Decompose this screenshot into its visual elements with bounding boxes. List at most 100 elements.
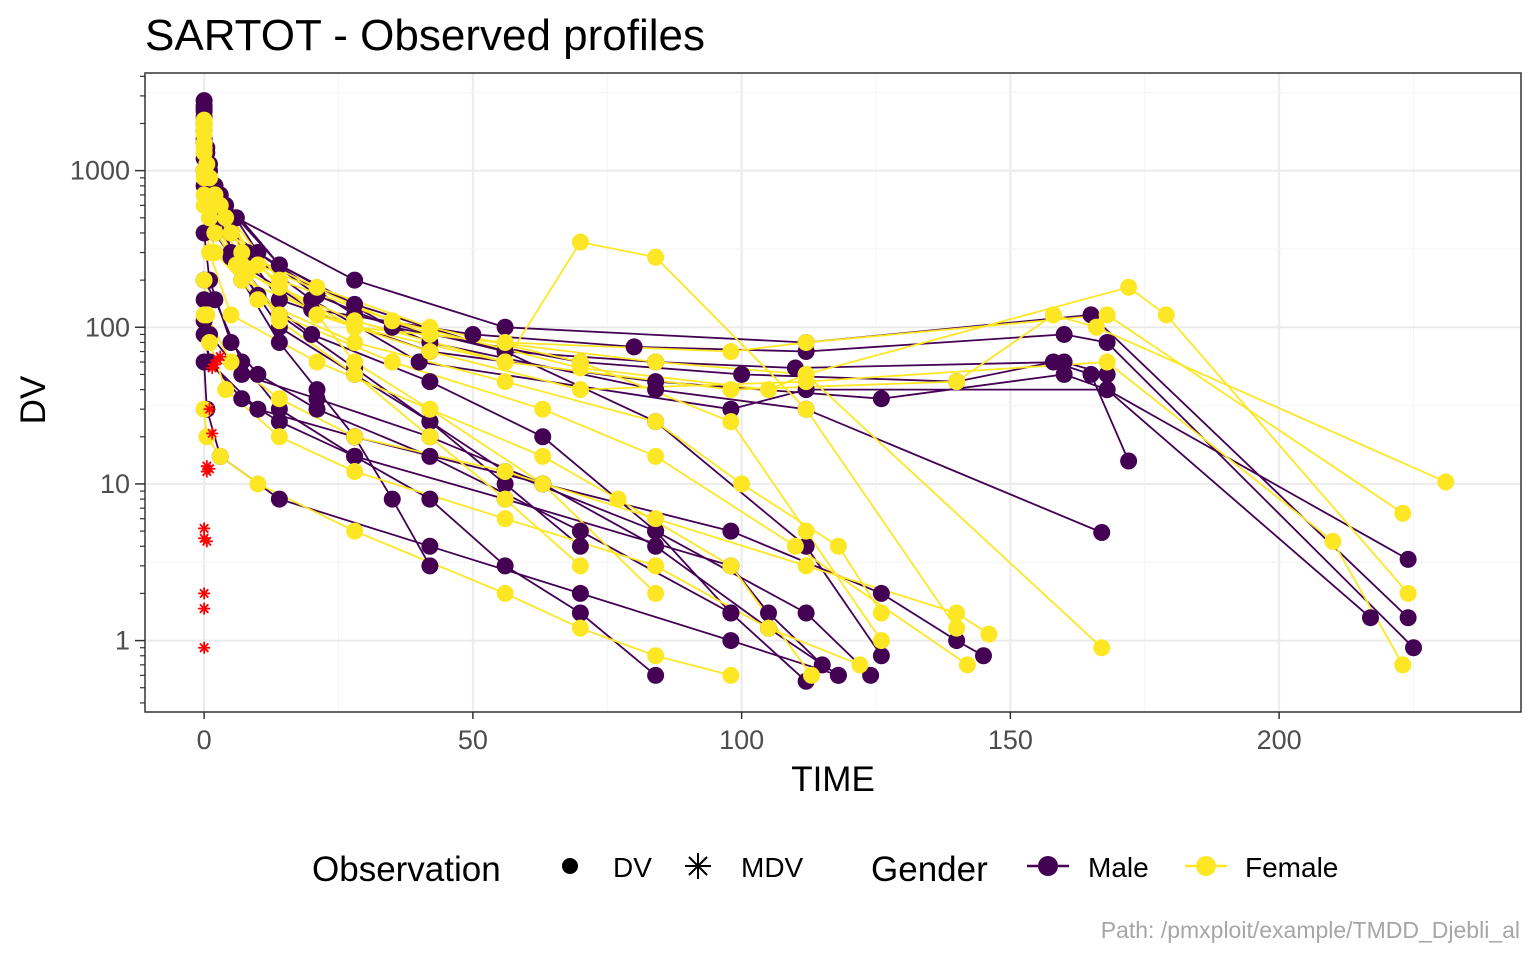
dv-point (308, 306, 326, 324)
dv-point (1098, 365, 1116, 383)
dv-point (948, 619, 966, 637)
dv-point (647, 557, 665, 575)
dv-point (308, 278, 326, 296)
dv-point (534, 475, 552, 493)
x-tick-label: 50 (458, 725, 488, 755)
dv-point (1157, 306, 1175, 324)
dv-point (1437, 473, 1455, 491)
dv-point (421, 428, 439, 446)
dv-point (421, 490, 439, 508)
dv-point (195, 306, 213, 324)
dv-point (647, 510, 665, 528)
dv-point (647, 447, 665, 465)
dv-point (206, 224, 224, 242)
dv-point (571, 619, 589, 637)
dv-point (760, 381, 777, 399)
legend-key-male (1027, 856, 1069, 876)
dv-point (270, 271, 288, 289)
dv-point (346, 318, 364, 336)
dv-point (249, 400, 267, 418)
dv-point (201, 333, 218, 351)
dv-point (496, 333, 514, 351)
dv-point (760, 604, 777, 622)
dv-point (227, 256, 245, 274)
dv-point (571, 557, 589, 575)
mdv-point (198, 522, 211, 535)
dv-point (571, 584, 589, 602)
dv-point (872, 604, 890, 622)
dv-point (496, 373, 514, 391)
mdv-point (198, 641, 211, 654)
dv-point (270, 256, 288, 274)
dv-point (1324, 532, 1342, 550)
dv-point (1093, 639, 1111, 657)
dv-point (733, 475, 751, 493)
dv-point (496, 584, 514, 602)
dv-point (1362, 609, 1379, 627)
dv-point (1399, 584, 1417, 602)
dv-point (195, 162, 213, 180)
dv-point (722, 522, 740, 540)
grid (145, 73, 1521, 712)
dv-point (195, 92, 213, 110)
dv-point (222, 353, 240, 371)
dv-point (1098, 353, 1116, 371)
dv-point (797, 557, 815, 575)
dv-point (1044, 306, 1062, 324)
dv-point (270, 413, 288, 431)
dv-point (195, 139, 213, 157)
dv-point (421, 447, 439, 465)
y-tick-label: 10 (100, 469, 130, 499)
dv-point (270, 428, 288, 446)
dv-point (829, 537, 847, 555)
dv-point (851, 656, 869, 674)
dv-point (722, 413, 740, 431)
dv-point (421, 413, 439, 431)
dv-point (1055, 325, 1073, 343)
dv-point (722, 666, 740, 684)
dv-point (647, 584, 665, 602)
dv-point (496, 475, 514, 493)
dv-point (647, 522, 665, 540)
dv-point (1082, 365, 1100, 383)
dv-point (346, 353, 364, 371)
dv-point (534, 447, 552, 465)
dv-point (797, 400, 815, 418)
dv-point (346, 428, 364, 446)
plot-area (195, 92, 1455, 690)
dv-point (1093, 523, 1111, 541)
dv-point (733, 365, 751, 383)
legend-title-observation: Observation (312, 850, 501, 889)
caption: Path: /pmxploit/example/TMDD_Djebli_al (1101, 917, 1520, 943)
dv-point (211, 447, 229, 465)
axes: 0 50 100 150 200 1 10 100 1000 (70, 75, 1302, 755)
dv-point (410, 353, 428, 371)
dv-point (647, 537, 665, 555)
dv-point (571, 233, 589, 251)
dv-point (797, 373, 815, 391)
dv-point (249, 365, 267, 383)
dv-point (958, 656, 976, 674)
dv-point (308, 353, 326, 371)
mdv-point (206, 427, 219, 440)
dv-point (346, 365, 364, 383)
dv-point (948, 373, 966, 391)
y-tick-label: 1000 (70, 156, 130, 186)
chart-title: SARTOT - Observed profiles (145, 11, 705, 60)
dv-point (1055, 365, 1073, 383)
dv-point (195, 271, 213, 289)
x-axis-title: TIME (791, 760, 875, 799)
dv-point (233, 271, 251, 289)
dv-point (383, 490, 401, 508)
dv-point (872, 390, 890, 408)
dv-point (625, 338, 643, 356)
dv-point (249, 256, 267, 274)
y-axis-title: DV (14, 375, 53, 424)
legend-label-female: Female (1245, 852, 1338, 883)
dv-point (346, 522, 364, 540)
dv-point (383, 312, 401, 330)
dv-point (1399, 550, 1417, 568)
dv-point (722, 604, 740, 622)
dv-point (222, 333, 240, 351)
